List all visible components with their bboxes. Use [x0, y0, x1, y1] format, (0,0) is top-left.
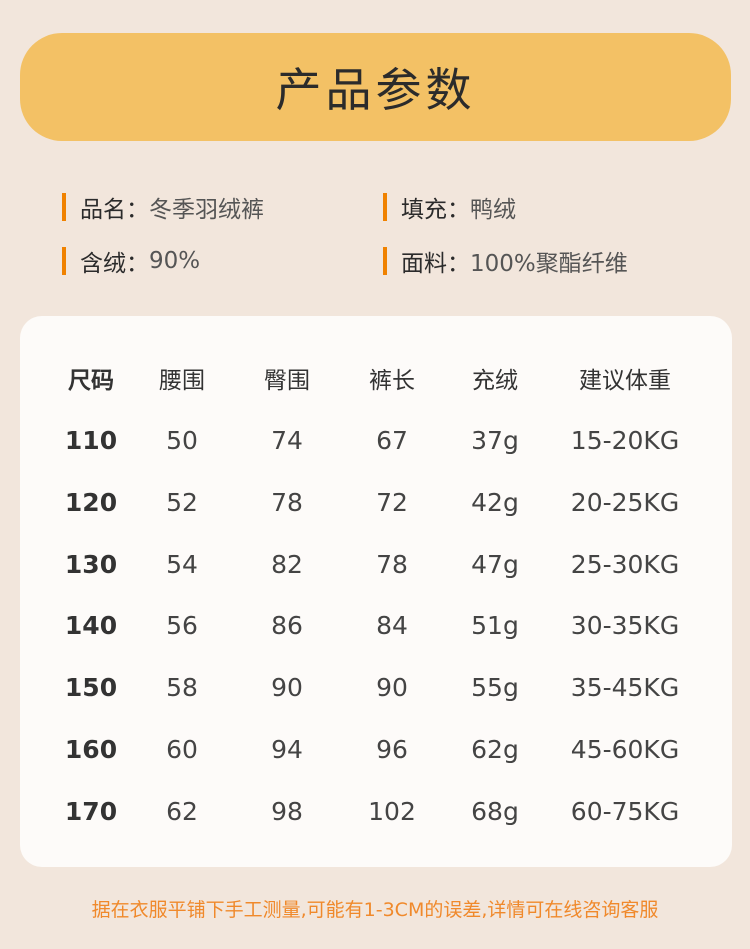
table-row: 170 62 98 102 68g 60-75KG: [20, 792, 732, 832]
table-cell: 60-75KG: [570, 796, 680, 826]
table-cell: 56: [166, 611, 198, 641]
table-cell: 42g: [471, 487, 519, 517]
spec-label: 含绒：: [80, 251, 149, 277]
size-cell: 110: [64, 426, 118, 455]
table-cell: 50: [166, 426, 198, 455]
spec-value: 冬季羽绒裤: [149, 197, 264, 223]
table-cell: 58: [166, 673, 198, 703]
size-cell: 130: [64, 549, 118, 579]
table-cell: 78: [376, 549, 408, 579]
table-cell: 62: [166, 796, 198, 826]
size-cell: 170: [64, 796, 118, 826]
table-row: 120 52 78 72 42g 20-25KG: [20, 483, 732, 523]
spec-item-down-content: 含绒： 90%: [62, 246, 201, 277]
column-header: 充绒: [472, 368, 518, 394]
table-header: 尺码 腰围 臀围 裤长 充绒 建议体重: [20, 361, 732, 401]
table-cell: 78: [271, 487, 303, 517]
table-row: 140 56 86 84 51g 30-35KG: [20, 606, 732, 646]
accent-bar: [383, 193, 387, 221]
spec-value: 90%: [149, 248, 201, 274]
table-cell: 62g: [471, 735, 519, 764]
column-header: 尺码: [68, 368, 114, 394]
spec-value: 100%聚酯纤维: [470, 251, 628, 277]
table-row: 150 58 90 90 55g 35-45KG: [20, 668, 732, 708]
spec-item-name: 品名： 冬季羽绒裤: [62, 192, 264, 223]
table-cell: 55g: [471, 673, 519, 703]
spec-item-fabric: 面料： 100%聚酯纤维: [383, 246, 628, 277]
table-cell: 96: [376, 735, 408, 764]
table-cell: 67: [376, 426, 408, 455]
table-row: 130 54 82 78 47g 25-30KG: [20, 545, 732, 585]
table-cell: 47g: [471, 549, 519, 579]
table-cell: 94: [271, 735, 303, 764]
spec-label: 面料：: [401, 251, 470, 277]
table-cell: 51g: [471, 611, 519, 641]
table-cell: 72: [376, 487, 408, 517]
table-cell: 20-25KG: [570, 487, 680, 517]
page-title: 产品参数: [275, 63, 476, 117]
size-cell: 160: [64, 735, 118, 764]
table-cell: 52: [166, 487, 198, 517]
table-row: 110 50 74 67 37g 15-20KG: [20, 421, 732, 461]
column-header: 腰围: [159, 368, 205, 394]
table-cell: 37g: [471, 426, 519, 455]
footer-note: 据在衣服平铺下手工测量,可能有1-3CM的误差,详情可在线咨询客服: [91, 899, 659, 921]
table-cell: 54: [166, 549, 198, 579]
table-cell: 30-35KG: [570, 611, 680, 641]
table-row: 160 60 94 96 62g 45-60KG: [20, 730, 732, 770]
size-cell: 120: [64, 487, 118, 517]
table-cell: 98: [271, 796, 303, 826]
table-cell: 15-20KG: [570, 426, 680, 455]
table-cell: 84: [376, 611, 408, 641]
size-cell: 150: [64, 673, 118, 703]
accent-bar: [383, 247, 387, 275]
column-header: 建议体重: [579, 368, 671, 394]
table-cell: 86: [271, 611, 303, 641]
table-cell: 60: [166, 735, 198, 764]
table-cell: 68g: [471, 796, 519, 826]
size-cell: 140: [64, 611, 118, 641]
accent-bar: [62, 193, 66, 221]
title-banner: 产品参数: [20, 33, 731, 141]
table-cell: 35-45KG: [570, 673, 680, 703]
table-cell: 90: [376, 673, 408, 703]
table-cell: 74: [271, 426, 303, 455]
spec-item-filling: 填充： 鸭绒: [383, 192, 516, 223]
spec-value: 鸭绒: [470, 197, 516, 223]
spec-label: 品名：: [80, 197, 149, 223]
table-cell: 102: [368, 796, 416, 826]
table-cell: 82: [271, 549, 303, 579]
accent-bar: [62, 247, 66, 275]
size-table: 尺码 腰围 臀围 裤长 充绒 建议体重 110 50 74 67 37g 15-20KG 120 52 78…: [20, 316, 732, 867]
column-header: 裤长: [369, 368, 415, 394]
table-cell: 45-60KG: [570, 735, 680, 764]
table-cell: 90: [271, 673, 303, 703]
table-cell: 25-30KG: [570, 549, 680, 579]
spec-label: 填充：: [401, 197, 470, 223]
column-header: 臀围: [264, 368, 310, 394]
